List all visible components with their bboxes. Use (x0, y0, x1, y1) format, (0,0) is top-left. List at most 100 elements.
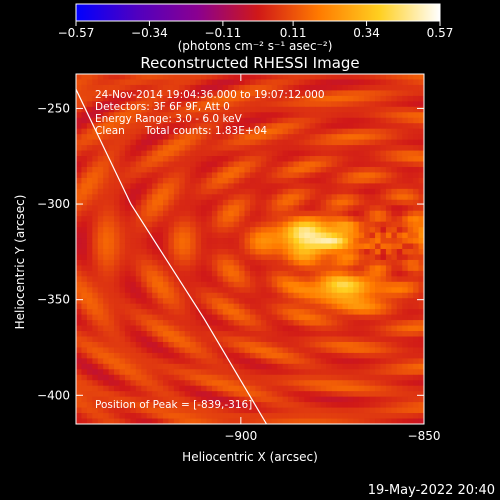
heatmap-cell (92, 331, 99, 337)
heatmap-cell (385, 254, 392, 261)
heatmap-cell (103, 232, 110, 239)
heatmap-cell (146, 396, 153, 403)
heatmap-cell (173, 331, 180, 337)
heatmap-cell (266, 117, 273, 124)
heatmap-cell (97, 183, 104, 190)
heatmap-cell (92, 287, 99, 294)
heatmap-cell (342, 150, 349, 157)
heatmap-cell (337, 303, 343, 310)
heatmap-cell (211, 407, 218, 414)
heatmap-cell (347, 84, 354, 91)
heatmap-cell (260, 254, 267, 261)
heatmap-cell (157, 199, 164, 206)
heatmap-cell (201, 265, 207, 272)
heatmap-cell (222, 194, 229, 201)
heatmap-cell (277, 325, 284, 332)
heatmap-cell (195, 95, 202, 102)
heatmap-cell (103, 391, 110, 398)
heatmap-cell (407, 276, 414, 283)
heatmap-cell (217, 358, 224, 365)
heatmap-cell (206, 243, 213, 250)
heatmap-cell (320, 270, 327, 277)
heatmap-cell (239, 74, 245, 80)
heatmap-cell (369, 413, 376, 419)
heatmap-cell (396, 309, 403, 316)
heatmap-cell (152, 407, 158, 414)
heatmap-cell (364, 298, 371, 305)
heatmap-cell (309, 325, 316, 332)
heatmap-cell (331, 254, 338, 261)
heatmap-cell (233, 194, 240, 201)
heatmap-cell (195, 265, 202, 272)
heatmap-cell (309, 232, 316, 239)
heatmap-cell (173, 352, 180, 359)
heatmap-cell (271, 145, 278, 151)
heatmap-cell (103, 303, 110, 310)
heatmap-cell (250, 117, 256, 124)
heatmap-cell (222, 402, 229, 408)
heatmap-cell (119, 265, 126, 272)
heatmap-cell (337, 238, 343, 244)
heatmap-cell (282, 227, 289, 233)
heatmap-cell (157, 139, 164, 146)
heatmap-cell (173, 259, 180, 266)
heatmap-cell (179, 341, 186, 348)
heatmap-cell (402, 402, 409, 408)
heatmap-cell (190, 90, 197, 97)
heatmap-cell (157, 369, 164, 376)
heatmap-cell (119, 216, 126, 223)
heatmap-cell (163, 374, 169, 381)
heatmap-cell (201, 276, 207, 283)
heatmap-cell (288, 281, 294, 288)
heatmap-cell (391, 216, 398, 223)
heatmap-cell (108, 254, 115, 261)
heatmap-cell (364, 161, 371, 168)
heatmap-cell (222, 243, 229, 250)
heatmap-cell (418, 243, 424, 250)
heatmap-cell (315, 194, 322, 201)
heatmap-cell (250, 188, 256, 195)
heatmap-cell (282, 320, 289, 326)
heatmap-cell (168, 303, 175, 310)
heatmap-cell (288, 166, 294, 173)
heatmap-cell (201, 270, 207, 277)
heatmap-cell (124, 123, 131, 130)
heatmap-cell (206, 166, 213, 173)
heatmap-cell (168, 369, 175, 376)
heatmap-cell (114, 369, 120, 376)
heatmap-cell (76, 194, 82, 201)
heatmap-cell (320, 380, 327, 387)
heatmap-cell (103, 117, 110, 124)
heatmap-cell (391, 95, 398, 102)
heatmap-cell (141, 134, 148, 141)
heatmap-cell (195, 270, 202, 277)
heatmap-cell (326, 270, 332, 277)
heatmap-cell (331, 358, 338, 365)
heatmap-cell (260, 303, 267, 310)
heatmap-cell (222, 210, 229, 217)
heatmap-cell (114, 216, 120, 223)
heatmap-cell (337, 352, 343, 359)
heatmap-cell (228, 347, 235, 354)
heatmap-cell (358, 418, 365, 424)
heatmap-cell (152, 265, 158, 272)
heatmap-cell (135, 418, 142, 424)
heatmap-cell (260, 380, 267, 387)
heatmap-cell (206, 210, 213, 217)
heatmap-cell (391, 418, 398, 424)
heatmap-cell (413, 117, 419, 124)
heatmap-cell (135, 84, 142, 91)
heatmap-cell (402, 112, 409, 119)
heatmap-cell (114, 194, 120, 201)
heatmap-cell (228, 139, 235, 146)
heatmap-cell (337, 183, 343, 190)
heatmap-cell (206, 134, 213, 141)
heatmap-cell (407, 90, 414, 97)
heatmap-cell (293, 309, 300, 316)
heatmap-cell (407, 341, 414, 348)
heatmap-cell (288, 232, 294, 239)
heatmap-cell (315, 243, 322, 250)
heatmap-cell (413, 331, 419, 337)
heatmap-cell (331, 292, 338, 299)
heatmap-cell (250, 303, 256, 310)
